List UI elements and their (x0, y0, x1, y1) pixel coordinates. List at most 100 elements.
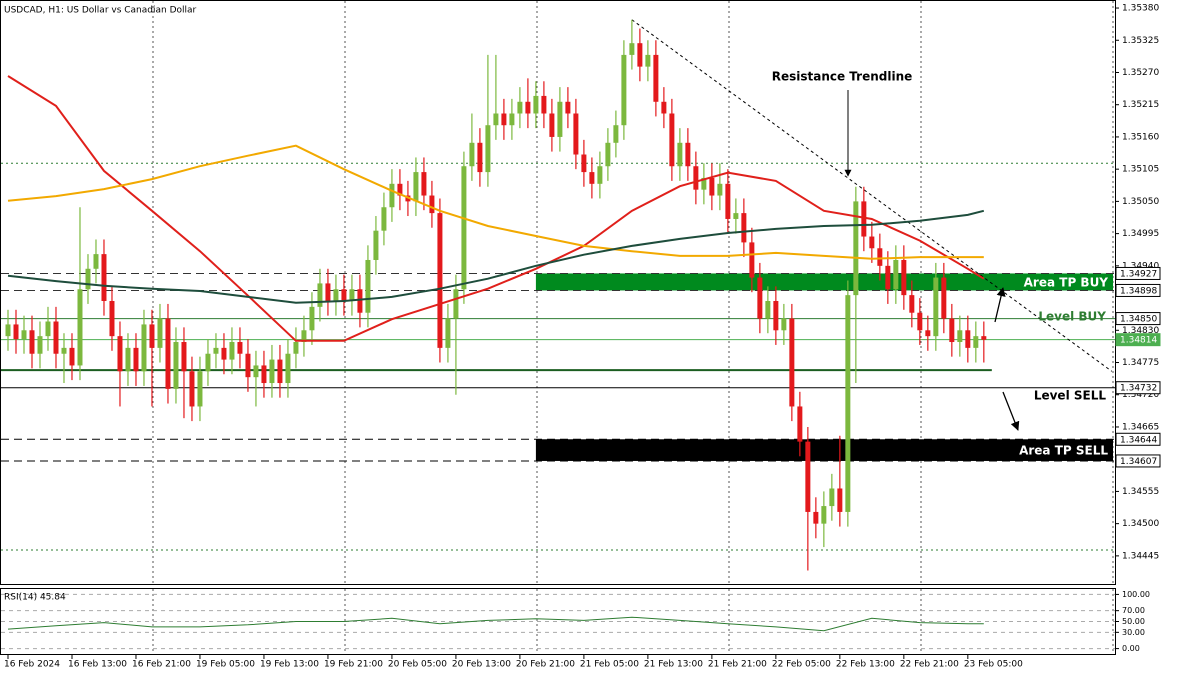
candle-body (773, 300, 779, 331)
candle-body (861, 201, 867, 237)
candle-body (317, 283, 323, 307)
x-tick-label: 16 Feb 2024 (4, 660, 60, 670)
zone (535, 439, 1113, 461)
candle-body (573, 113, 579, 155)
annotation: Level SELL (1034, 389, 1107, 403)
candle-body (797, 406, 803, 442)
zone-label: Area TP BUY (1024, 275, 1109, 289)
candle-body (333, 289, 339, 301)
candle-body (669, 113, 675, 167)
x-tick-label: 21 Feb 13:00 (644, 660, 703, 670)
candle-body (381, 207, 387, 231)
y-tick-label: 100.00 (1122, 590, 1150, 599)
y-tick-label: 1.34940 (1122, 261, 1159, 271)
candle-body (101, 254, 107, 301)
candle-body (189, 371, 195, 407)
candle-body (165, 318, 171, 389)
candle-body (173, 342, 179, 389)
candle-body (21, 330, 27, 340)
candle-body (453, 289, 459, 319)
y-tick-label: 70.00 (1122, 606, 1145, 615)
y-tick-label: 1.34830 (1122, 326, 1159, 336)
candle-body (157, 318, 163, 348)
y-tick-label: 1.35215 (1122, 100, 1159, 110)
candle-body (525, 101, 531, 114)
x-tick-label: 19 Feb 21:00 (324, 660, 383, 670)
candle-body (269, 359, 275, 384)
annotation: Level BUY (1038, 310, 1106, 324)
candle-body (805, 441, 811, 512)
moving-average (7, 144, 984, 260)
y-tick-label: 30.00 (1122, 628, 1145, 637)
x-tick-label: 22 Feb 13:00 (836, 660, 895, 670)
candle-body (357, 289, 363, 313)
candle-body (205, 353, 211, 372)
candle-body (661, 101, 667, 114)
candle-body (445, 318, 451, 348)
y-tick-label: 0.00 (1122, 644, 1140, 653)
main-frame (0, 0, 1116, 585)
candle-body (597, 166, 603, 184)
candle-body (253, 365, 259, 378)
candle-body (69, 347, 75, 366)
level-label-box (1115, 432, 1161, 446)
x-tick-label: 16 Feb 21:00 (132, 660, 191, 670)
moving-average (7, 75, 985, 342)
candle-body (341, 289, 347, 301)
candle-body (941, 277, 947, 319)
arrow (1002, 391, 1020, 431)
candle-body (581, 154, 587, 173)
y-tick-label: 1.35380 (1122, 4, 1159, 14)
candle-body (885, 265, 891, 290)
candle-body (93, 254, 99, 269)
level-label-box (1115, 333, 1161, 347)
candle-body (37, 336, 43, 354)
candle-body (965, 330, 971, 348)
candle-body (469, 142, 475, 167)
candle-body (85, 268, 91, 290)
candle-body (685, 142, 691, 167)
candle-body (533, 95, 539, 114)
candle-body (429, 195, 435, 214)
candle-body (621, 54, 627, 126)
candle-body (493, 113, 499, 126)
candle-body (813, 511, 819, 524)
candle-body (789, 318, 795, 407)
candle-body (629, 43, 635, 55)
level-label-box (1115, 312, 1161, 326)
candle-body (45, 321, 51, 337)
rsi-title: RSI(14) 45.84 (4, 593, 66, 603)
y-tick-label: 1.35325 (1122, 36, 1159, 46)
candle-body (509, 113, 515, 126)
candle-body (973, 336, 979, 348)
candle-body (981, 336, 987, 340)
candle-body (13, 324, 19, 340)
candle-body (893, 259, 899, 290)
x-tick-label: 21 Feb 05:00 (580, 660, 639, 670)
zone (535, 273, 1113, 291)
candle-body (109, 300, 115, 337)
y-tick-label: 1.35270 (1122, 68, 1159, 78)
level-label-box (1115, 283, 1161, 297)
candle-body (637, 43, 643, 67)
x-tick-label: 20 Feb 13:00 (452, 660, 511, 670)
candle-body (837, 488, 843, 512)
zone-label: Area TP SELL (1019, 444, 1108, 458)
candle-body (125, 347, 131, 372)
candle-body (845, 295, 851, 512)
candle-body (925, 330, 931, 337)
level-label-box (1115, 454, 1161, 468)
candle-body (349, 289, 355, 301)
candle-body (733, 213, 739, 219)
candle-body (869, 236, 875, 249)
candle-body (325, 283, 331, 301)
candle-body (373, 230, 379, 260)
candle-body (829, 488, 835, 507)
candle-body (957, 330, 963, 343)
candle-body (485, 125, 491, 173)
candle-body (389, 183, 395, 208)
y-tick-label: 1.34995 (1122, 229, 1159, 239)
candle-body (701, 177, 707, 190)
candle-body (645, 54, 651, 67)
